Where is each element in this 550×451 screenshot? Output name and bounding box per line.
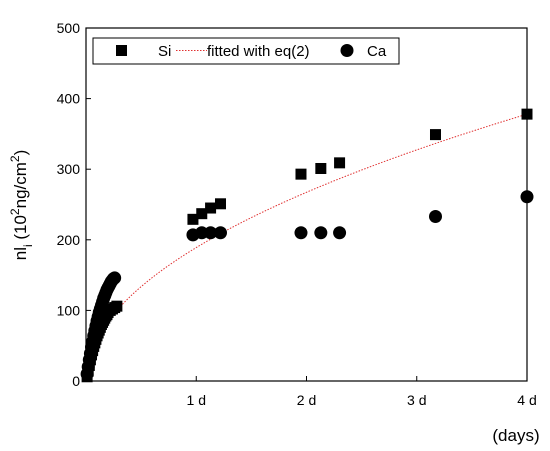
- y-tick-label: 200: [57, 232, 81, 248]
- y-axis-title-close: ): [11, 150, 30, 156]
- legend-fit-label: fitted with eq(2): [207, 43, 310, 60]
- si-point: [334, 157, 346, 169]
- si-point: [196, 208, 208, 220]
- y-axis-title-unit: ng/cm: [11, 162, 30, 208]
- ca-point: [428, 210, 442, 224]
- x-tick-label: 4 d: [517, 392, 536, 408]
- legend: Si fitted with eq(2) Ca: [92, 37, 400, 65]
- y-axis-title-superscript-2: 2: [8, 155, 22, 162]
- si-point: [521, 108, 533, 120]
- ca-series: [80, 190, 534, 381]
- x-axis-title: (days): [492, 426, 539, 445]
- fit-line: [85, 113, 528, 382]
- si-point: [215, 198, 227, 210]
- si-point: [205, 202, 217, 214]
- y-tick-label: 300: [57, 161, 81, 177]
- ca-point: [520, 190, 534, 204]
- x-tick-label: 1 d: [187, 392, 206, 408]
- ca-point: [294, 226, 308, 240]
- ca-point: [333, 226, 347, 240]
- si-point: [187, 213, 199, 225]
- legend-ca-marker: [340, 44, 354, 57]
- si-series: [81, 108, 533, 383]
- x-tick-label: 3 d: [407, 392, 426, 408]
- ca-point: [204, 226, 218, 240]
- x-tick-label: 2 d: [297, 392, 316, 408]
- ca-point: [214, 226, 228, 240]
- ca-point: [108, 271, 122, 285]
- legend-si-label: Si: [158, 43, 171, 60]
- y-axis-ticks: 0 100 200 300 400 500: [57, 20, 91, 389]
- ca-point: [314, 226, 328, 240]
- y-axis-title-subscript: i: [21, 244, 35, 247]
- y-axis-title-main: nl: [11, 247, 30, 260]
- y-axis-title-open: (10: [11, 215, 30, 244]
- y-axis-title: nli (102ng/cm2): [8, 150, 35, 261]
- x-axis-ticks: 1 d 2 d 3 d 4 d: [187, 376, 537, 408]
- y-tick-label: 100: [57, 302, 81, 318]
- legend-ca-label: Ca: [367, 43, 387, 60]
- y-tick-label: 0: [72, 373, 80, 389]
- si-point: [111, 300, 123, 312]
- y-axis-title-superscript: 2: [8, 208, 22, 215]
- si-point: [295, 168, 307, 180]
- si-point: [315, 162, 327, 174]
- legend-si-marker: [116, 45, 127, 56]
- y-tick-label: 400: [57, 91, 81, 107]
- y-tick-label: 500: [57, 20, 81, 36]
- si-point: [429, 129, 441, 141]
- plot-frame: [85, 27, 528, 382]
